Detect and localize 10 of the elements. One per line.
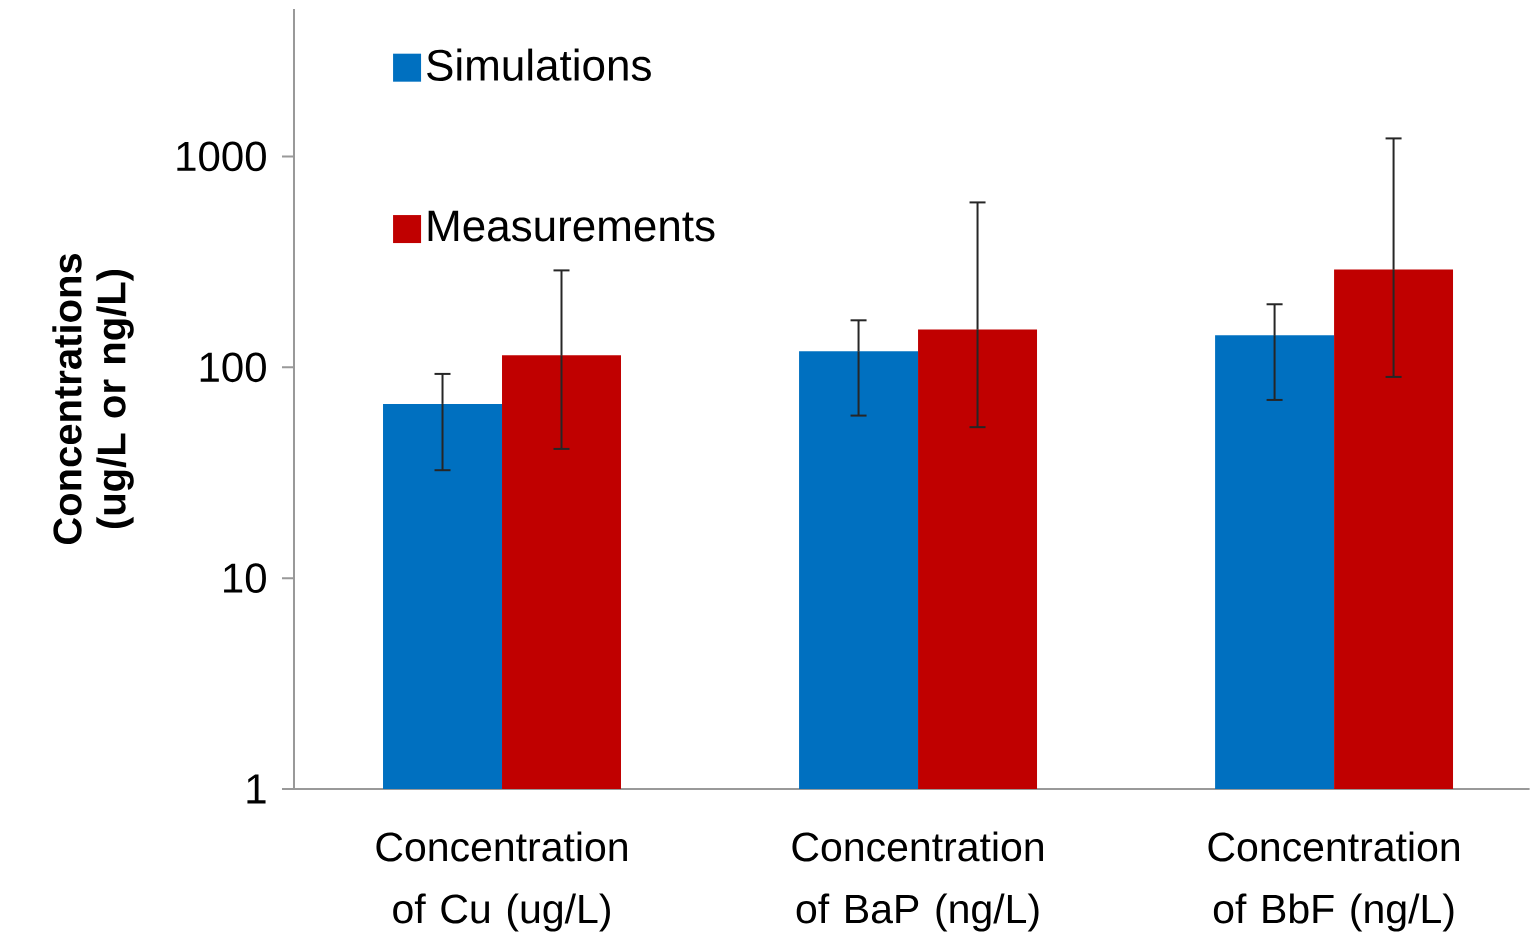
y-tick-label: 100: [200, 352, 266, 383]
y-tick-label: 10: [224, 563, 266, 593]
y-tick-label: 1000: [177, 141, 266, 172]
x-tick-label: Concentration of BaP (ng/L): [792, 831, 1043, 932]
y-axis-title: Concentrations (ug/L or ng/L): [52, 253, 134, 545]
legend-label: Measurements: [428, 210, 715, 242]
legend-label: Simulations: [427, 48, 651, 81]
y-tick-label: 1: [247, 774, 266, 804]
x-tick-label: Concentration of Cu (ug/L): [376, 831, 627, 932]
x-tick-label: Concentration of BbF (ng/L): [1208, 831, 1459, 932]
